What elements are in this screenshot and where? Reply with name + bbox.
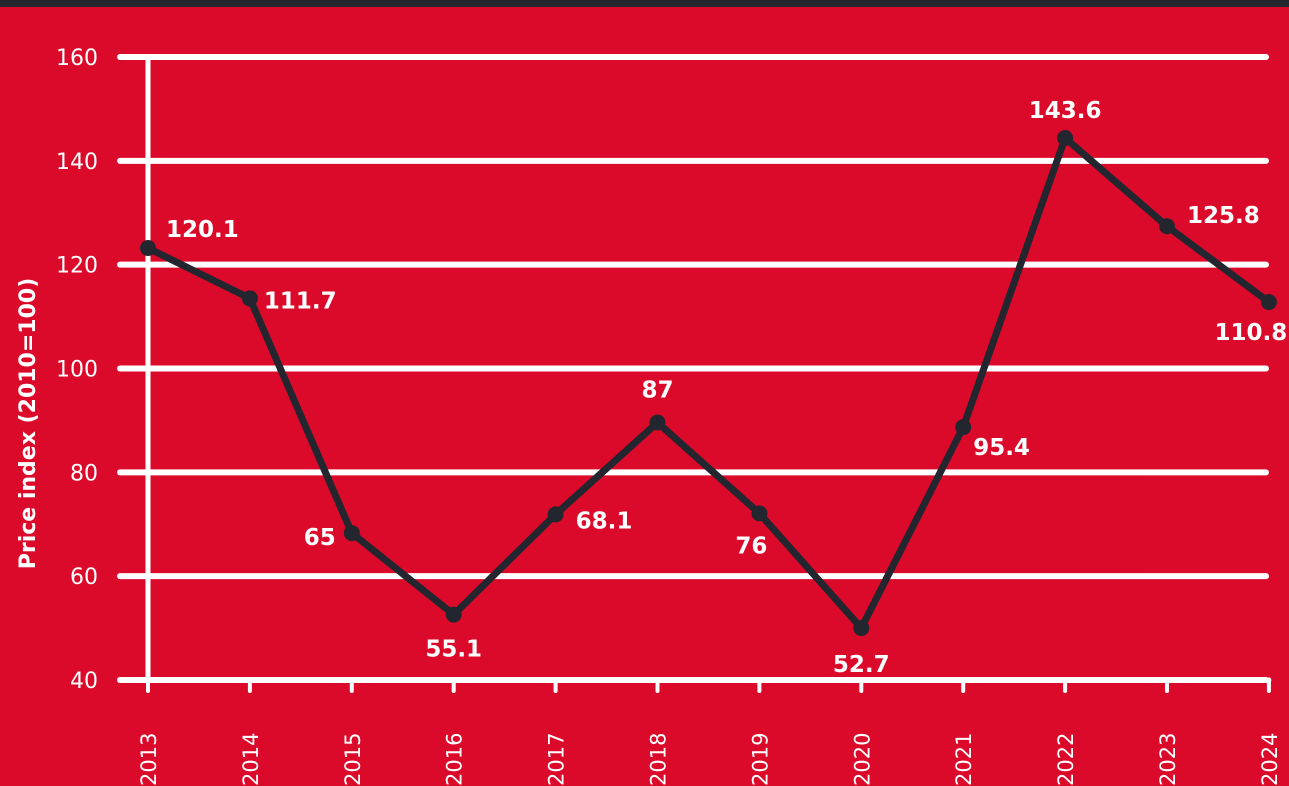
x-tick-label-2024: 2024 [1258, 733, 1282, 786]
y-tick-label-120: 120 [56, 254, 98, 279]
data-point-2021 [955, 419, 972, 436]
x-tick-label-2021: 2021 [952, 733, 976, 786]
y-tick-label-40: 40 [70, 669, 98, 694]
data-label-2019: 76 [735, 533, 767, 559]
data-point-2015 [343, 525, 360, 542]
data-labels: 120.1 111.7 65 55.1 68.1 87 76 52.7 95.4 143.6 125… [166, 98, 1287, 678]
data-point-2014 [241, 290, 258, 307]
y-tick-label-160: 160 [56, 46, 98, 71]
data-point-2013 [140, 240, 156, 257]
x-tick-label-2014: 2014 [239, 733, 263, 786]
x-tick-label-2017: 2017 [545, 733, 569, 786]
x-tick-label-2023: 2023 [1156, 733, 1180, 786]
data-point-2020 [853, 620, 870, 637]
y-tick-label-60: 60 [70, 565, 98, 590]
grid-lines [117, 54, 1269, 683]
x-tick-label-2018: 2018 [647, 733, 671, 786]
y-tick-label-100: 100 [56, 358, 98, 383]
data-label-2022: 143.6 [1029, 98, 1102, 124]
axes [145, 54, 1272, 693]
data-point-2024 [1260, 294, 1277, 311]
x-tick-label-2019: 2019 [748, 733, 772, 786]
x-tick-label-2016: 2016 [443, 733, 467, 786]
top-bar [0, 0, 1289, 7]
data-label-2020: 52.7 [833, 652, 890, 678]
data-label-2017: 68.1 [576, 508, 633, 534]
data-point-2022 [1057, 129, 1074, 146]
x-tick-label-2015: 2015 [341, 733, 365, 786]
x-tick-labels: 2013 2014 2015 2016 2017 2018 2019 2020 2021 2022… [137, 733, 1282, 786]
data-label-2015: 65 [304, 525, 336, 551]
y-tick-labels: 40 60 80 100 120 140 160 [56, 46, 98, 694]
data-label-2023: 125.8 [1187, 203, 1260, 229]
data-label-2016: 55.1 [425, 637, 482, 663]
data-point-2018 [649, 414, 666, 431]
data-points [140, 129, 1277, 637]
y-axis-label: Price index (2010=100) [16, 278, 41, 570]
data-label-2021: 95.4 [973, 435, 1030, 461]
data-point-2023 [1159, 218, 1175, 235]
x-tick-label-2020: 2020 [850, 733, 874, 786]
y-tick-label-80: 80 [70, 461, 98, 486]
data-point-2016 [445, 606, 462, 623]
data-point-2019 [751, 505, 768, 522]
x-tick-label-2013: 2013 [137, 733, 161, 786]
data-point-2017 [547, 506, 564, 523]
y-tick-label-140: 140 [56, 150, 98, 175]
series-line-group [144, 134, 1273, 632]
data-label-2024: 110.8 [1215, 320, 1288, 346]
data-label-2014: 111.7 [264, 288, 337, 314]
x-tick-label-2022: 2022 [1054, 733, 1078, 786]
data-label-2018: 87 [641, 377, 673, 403]
series-line [144, 134, 1273, 632]
data-label-2013: 120.1 [166, 217, 239, 243]
